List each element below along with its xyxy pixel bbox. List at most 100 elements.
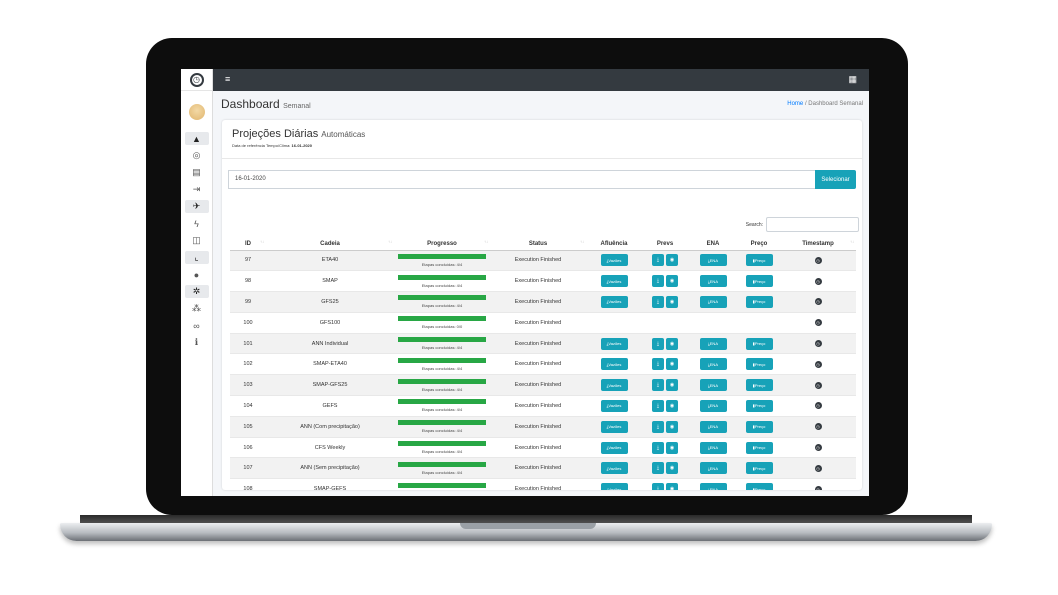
- main-content: Dashboard Semanal Home / Dashboard Seman…: [213, 91, 869, 496]
- drop-icon[interactable]: ●: [193, 269, 200, 280]
- clock-icon[interactable]: ◷: [814, 340, 822, 348]
- download-ena-button[interactable]: ⤓ ENA: [699, 275, 727, 288]
- clock-icon[interactable]: ◷: [814, 423, 822, 431]
- price-file-button[interactable]: ▮ Preço: [745, 483, 773, 490]
- card-header: Projeções Diárias Automáticas Data de re…: [222, 120, 862, 159]
- menu-icon[interactable]: ≡: [225, 74, 231, 84]
- date-input[interactable]: 16-01-2020: [228, 170, 815, 189]
- download-vazoes-button[interactable]: ⤓ Vazões: [600, 462, 628, 475]
- download-ena-button[interactable]: ⤓ ENA: [699, 420, 727, 433]
- brand[interactable]: ◷: [181, 69, 212, 91]
- table-row: 107 ANN (Sem precipitação) Etapas concluíd…: [230, 457, 856, 479]
- download-icon[interactable]: ⤓: [652, 399, 664, 412]
- progress-bar: [398, 357, 486, 363]
- profile-icon[interactable]: ◎: [192, 150, 201, 160]
- col-timestamp[interactable]: Timestamp ↑↓: [780, 238, 856, 251]
- chart-icon[interactable]: ⌞: [184, 251, 209, 264]
- clock-icon[interactable]: ◷: [814, 256, 822, 264]
- card-title-text: Projeções Diárias: [232, 128, 319, 140]
- download-icon[interactable]: ⤓: [652, 295, 664, 308]
- download-ena-button[interactable]: ⤓ ENA: [699, 441, 727, 454]
- clock-icon[interactable]: ◷: [814, 485, 822, 490]
- eye-icon[interactable]: ◉: [666, 441, 678, 454]
- print-icon[interactable]: ▤: [192, 167, 201, 177]
- download-ena-button[interactable]: ⤓ ENA: [699, 379, 727, 392]
- clock-icon[interactable]: ◷: [814, 298, 822, 306]
- eye-icon[interactable]: ◉: [666, 462, 678, 475]
- price-file-button[interactable]: ▮ Preço: [745, 420, 773, 433]
- col-progress[interactable]: Progresso ↑↓: [394, 238, 490, 251]
- download-ena-button[interactable]: ⤓ ENA: [699, 358, 727, 371]
- clock-icon[interactable]: ◷: [814, 464, 822, 472]
- info-icon[interactable]: ℹ: [194, 337, 199, 347]
- progress-text: Etapas concluídas: 4/4: [421, 428, 463, 434]
- price-file-button[interactable]: ▮ Preço: [745, 275, 773, 288]
- link-icon[interactable]: ∞: [193, 320, 200, 331]
- gear-icon[interactable]: ✲: [184, 285, 209, 298]
- eye-icon[interactable]: ◉: [666, 399, 678, 412]
- price-file-button[interactable]: ▮ Preço: [745, 462, 773, 475]
- download-ena-button[interactable]: ⤓ ENA: [699, 399, 727, 412]
- download-vazoes-button[interactable]: ⤓ Vazões: [600, 441, 628, 454]
- price-file-button[interactable]: ▮ Preço: [745, 337, 773, 350]
- price-file-button[interactable]: ▮ Preço: [745, 254, 773, 267]
- download-icon[interactable]: ⤓: [652, 254, 664, 267]
- download-icon[interactable]: ⤓: [652, 462, 664, 475]
- col-chain[interactable]: Cadeia ↑↓: [266, 238, 394, 251]
- eye-icon[interactable]: ◉: [666, 337, 678, 350]
- clock-icon[interactable]: ◷: [814, 444, 822, 452]
- price-file-button[interactable]: ▮ Preço: [745, 441, 773, 454]
- clock-icon[interactable]: ◷: [814, 319, 822, 327]
- bolt-icon[interactable]: ϟ: [194, 218, 199, 229]
- col-status[interactable]: Status ↑↓: [490, 238, 586, 251]
- download-icon[interactable]: ⤓: [652, 275, 664, 288]
- download-vazoes-button[interactable]: ⤓ Vazões: [600, 254, 628, 267]
- download-icon[interactable]: ⤓: [652, 358, 664, 371]
- download-ena-button[interactable]: ⤓ ENA: [699, 337, 727, 350]
- search-input[interactable]: [766, 217, 859, 232]
- user-icon[interactable]: ▲: [184, 132, 209, 145]
- download-ena-button[interactable]: ⤓ ENA: [699, 295, 727, 308]
- download-icon[interactable]: ⤓: [652, 441, 664, 454]
- clock-icon[interactable]: ◷: [814, 360, 822, 368]
- download-vazoes-button[interactable]: ⤓ Vazões: [600, 275, 628, 288]
- download-icon[interactable]: ⤓: [652, 420, 664, 433]
- select-button[interactable]: Selecionar: [815, 170, 856, 189]
- breadcrumb-home-link[interactable]: Home: [787, 101, 804, 107]
- eye-icon[interactable]: ◉: [666, 275, 678, 288]
- download-vazoes-button[interactable]: ⤓ Vazões: [600, 295, 628, 308]
- download-ena-button[interactable]: ⤓ ENA: [699, 462, 727, 475]
- table-icon[interactable]: ◫: [192, 235, 201, 245]
- plane-icon[interactable]: ✈: [184, 200, 209, 213]
- download-icon[interactable]: ⤓: [652, 379, 664, 392]
- download-vazoes-button[interactable]: ⤓ Vazões: [600, 358, 628, 371]
- eye-icon[interactable]: ◉: [666, 295, 678, 308]
- eye-icon[interactable]: ◉: [666, 358, 678, 371]
- download-ena-button[interactable]: ⤓ ENA: [699, 254, 727, 267]
- clock-icon[interactable]: ◷: [814, 381, 822, 389]
- eye-icon[interactable]: ◉: [666, 483, 678, 490]
- eye-icon[interactable]: ◉: [666, 379, 678, 392]
- price-file-button[interactable]: ▮ Preço: [745, 295, 773, 308]
- clock-icon[interactable]: ◷: [814, 402, 822, 410]
- price-file-button[interactable]: ▮ Preço: [745, 358, 773, 371]
- download-vazoes-button[interactable]: ⤓ Vazões: [600, 337, 628, 350]
- eye-icon[interactable]: ◉: [666, 254, 678, 267]
- download-icon[interactable]: ⤓: [652, 337, 664, 350]
- row-ena: ⤓ ENA: [688, 249, 738, 271]
- avatar[interactable]: [188, 104, 205, 120]
- col-id[interactable]: ID ↑↓: [230, 238, 266, 251]
- download-vazoes-button[interactable]: ⤓ Vazões: [600, 420, 628, 433]
- eye-icon[interactable]: ◉: [666, 420, 678, 433]
- download-vazoes-button[interactable]: ⤓ Vazões: [600, 379, 628, 392]
- download-ena-button[interactable]: ⤓ ENA: [699, 483, 727, 490]
- download-icon[interactable]: ⤓: [652, 483, 664, 490]
- apps-icon[interactable]: ▦: [848, 74, 857, 84]
- users-icon[interactable]: ⁂: [192, 303, 201, 313]
- price-file-button[interactable]: ▮ Preço: [745, 399, 773, 412]
- download-vazoes-button[interactable]: ⤓ Vazões: [600, 399, 628, 412]
- download-vazoes-button[interactable]: ⤓ Vazões: [600, 483, 628, 490]
- clock-icon[interactable]: ◷: [814, 277, 822, 285]
- sign-out-icon[interactable]: ⇥: [192, 184, 201, 194]
- price-file-button[interactable]: ▮ Preço: [745, 379, 773, 392]
